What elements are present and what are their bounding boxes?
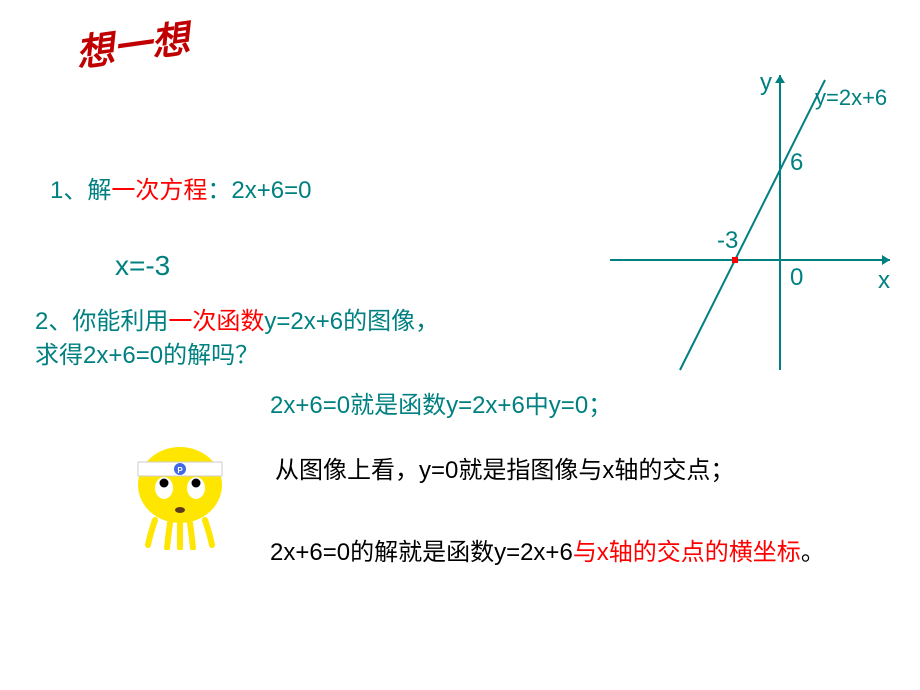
question-1: 1、解一次方程：2x+6=0 [50,170,311,205]
function-graph: y x 0 y=2x+6 6 -3 [600,60,900,380]
q1-part2: ：2x+6=0 [207,177,311,204]
line5-highlight: 与x轴的交点的横坐标 [573,539,801,566]
svg-text:y: y [760,69,772,96]
line5-part1: 2x+6=0的解就是函数y=2x+6 [270,539,573,566]
svg-text:0: 0 [790,264,803,291]
q2-part2: y=2x+6的图像， [264,308,439,335]
question-2: 2、你能利用一次函数y=2x+6的图像， 求得2x+6=0的解吗？ [35,305,439,372]
svg-text:x: x [878,267,890,294]
explanation-3: 2x+6=0的解就是函数y=2x+6与x轴的交点的横坐标。 [270,535,870,571]
q2-part1: 2、你能利用 [35,308,168,335]
q2-line2: 求得2x+6=0的解吗？ [35,342,259,369]
thinking-emoji-icon: P [120,430,240,550]
explanation-1: 2x+6=0就是函数y=2x+6中y=0； [270,385,612,420]
svg-text:P: P [177,466,183,475]
slide-title: 想一想 [72,7,193,77]
svg-text:6: 6 [790,149,803,176]
explanation-2: 从图像上看，y=0就是指图像与x轴的交点； [275,450,734,485]
q1-highlight: 一次方程 [111,177,207,204]
line5-part2: 。 [801,539,825,566]
q1-part1: 1、解 [50,177,111,204]
svg-text:-3: -3 [717,227,738,254]
answer-1: x=-3 [115,250,170,282]
q2-highlight: 一次函数 [168,308,264,335]
svg-text:y=2x+6: y=2x+6 [815,85,887,110]
